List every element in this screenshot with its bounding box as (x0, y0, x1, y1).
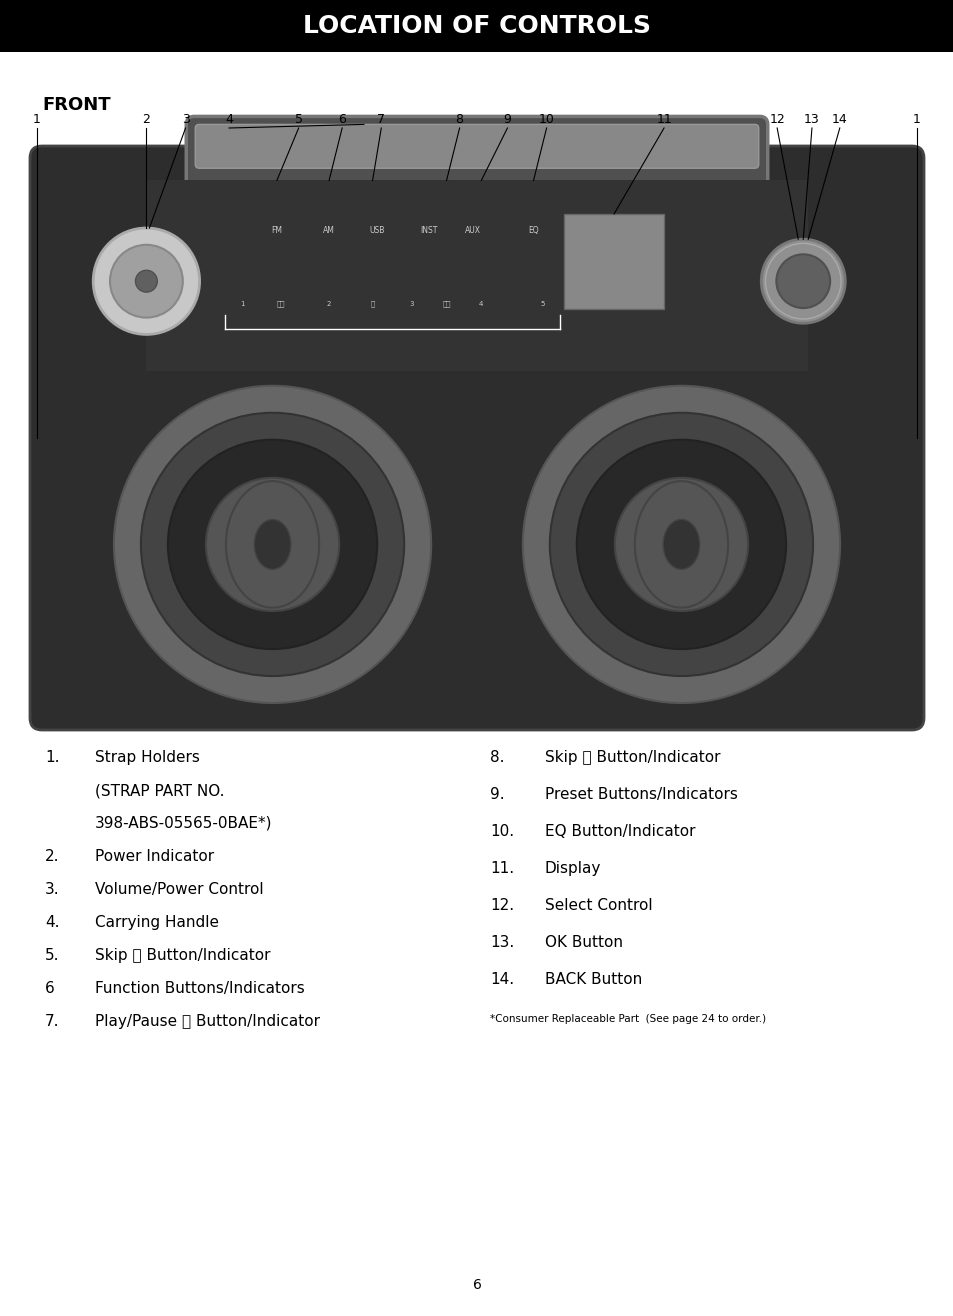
Circle shape (760, 240, 844, 324)
Ellipse shape (662, 520, 700, 570)
Text: Preset Buttons/Indicators: Preset Buttons/Indicators (544, 787, 737, 801)
Text: 6: 6 (338, 113, 346, 126)
Text: INST: INST (420, 226, 437, 236)
Text: 13.: 13. (490, 934, 514, 950)
Text: Select Control: Select Control (544, 898, 652, 913)
Circle shape (522, 386, 840, 703)
Text: 1: 1 (33, 113, 41, 126)
Text: 2.: 2. (45, 849, 59, 865)
Text: 12.: 12. (490, 898, 514, 913)
Text: Function Buttons/Indicators: Function Buttons/Indicators (95, 980, 304, 996)
Text: 4.: 4. (45, 915, 59, 930)
Text: EQ: EQ (528, 226, 538, 236)
Text: OK Button: OK Button (544, 934, 622, 950)
Circle shape (135, 270, 157, 292)
Text: ⏮⏮: ⏮⏮ (276, 300, 285, 307)
Text: 13: 13 (803, 113, 819, 126)
Text: FM: FM (271, 226, 282, 236)
Text: 5.: 5. (45, 948, 59, 963)
Text: 8.: 8. (490, 750, 504, 765)
Bar (0, 0, 953, 53)
Ellipse shape (226, 482, 319, 608)
Text: 11: 11 (656, 113, 671, 126)
Text: BACK Button: BACK Button (544, 973, 641, 987)
Text: FRONT: FRONT (42, 96, 111, 114)
Text: Strap Holders: Strap Holders (95, 750, 200, 765)
Text: 3.: 3. (45, 882, 59, 898)
Text: 10.: 10. (490, 824, 514, 840)
Text: LOCATION OF CONTROLS: LOCATION OF CONTROLS (303, 14, 650, 38)
Text: 6: 6 (45, 980, 54, 996)
Text: 4: 4 (478, 300, 483, 307)
Text: 398-ABS-05565-0BAE*): 398-ABS-05565-0BAE*) (95, 816, 273, 830)
Text: 1: 1 (239, 300, 244, 307)
Text: 6: 6 (472, 1278, 481, 1292)
FancyBboxPatch shape (195, 125, 758, 168)
Circle shape (141, 413, 404, 676)
Text: 10: 10 (538, 113, 554, 126)
Text: AM: AM (323, 226, 335, 236)
Circle shape (113, 386, 431, 703)
Text: 8: 8 (456, 113, 463, 126)
Text: 1: 1 (912, 113, 920, 126)
Text: Power Indicator: Power Indicator (95, 849, 213, 865)
Text: Skip ⏮ Button/Indicator: Skip ⏮ Button/Indicator (95, 948, 271, 963)
Circle shape (577, 440, 785, 649)
Circle shape (206, 478, 339, 611)
Text: 2: 2 (327, 300, 331, 307)
Text: ⏭⏭: ⏭⏭ (442, 300, 451, 307)
Circle shape (110, 245, 183, 317)
Text: 5: 5 (294, 113, 302, 126)
Text: Carrying Handle: Carrying Handle (95, 915, 219, 930)
Circle shape (93, 228, 199, 334)
Text: Skip ⏭ Button/Indicator: Skip ⏭ Button/Indicator (544, 750, 720, 765)
Circle shape (168, 440, 376, 649)
FancyBboxPatch shape (186, 116, 767, 222)
Text: ⏯: ⏯ (370, 300, 375, 307)
Bar (563, 215, 663, 309)
Text: 12: 12 (768, 113, 784, 126)
Ellipse shape (253, 520, 291, 570)
Text: 1.: 1. (45, 750, 59, 765)
Text: 5: 5 (539, 300, 544, 307)
Text: USB: USB (369, 226, 384, 236)
Text: (STRAP PART NO.: (STRAP PART NO. (95, 783, 224, 797)
Ellipse shape (634, 482, 727, 608)
Text: 9.: 9. (490, 787, 504, 801)
Text: 7.: 7. (45, 1015, 59, 1029)
Text: 14.: 14. (490, 973, 514, 987)
Text: Display: Display (544, 861, 600, 876)
Text: EQ Button/Indicator: EQ Button/Indicator (544, 824, 695, 840)
Text: 3: 3 (181, 113, 190, 126)
Bar (146, 180, 807, 371)
Text: Play/Pause ⏯ Button/Indicator: Play/Pause ⏯ Button/Indicator (95, 1015, 319, 1029)
Text: 3: 3 (409, 300, 414, 307)
Text: *Consumer Replaceable Part  (See page 24 to order.): *Consumer Replaceable Part (See page 24 … (490, 1015, 765, 1024)
Circle shape (614, 478, 747, 611)
Text: 4: 4 (225, 113, 233, 126)
FancyBboxPatch shape (30, 146, 923, 730)
Text: 2: 2 (142, 113, 151, 126)
Text: Volume/Power Control: Volume/Power Control (95, 882, 263, 898)
Text: 9: 9 (503, 113, 511, 126)
Text: 11.: 11. (490, 861, 514, 876)
Text: 14: 14 (831, 113, 847, 126)
Circle shape (549, 413, 812, 676)
Circle shape (776, 254, 829, 308)
Text: 7: 7 (376, 113, 385, 126)
Text: AUX: AUX (464, 226, 480, 236)
